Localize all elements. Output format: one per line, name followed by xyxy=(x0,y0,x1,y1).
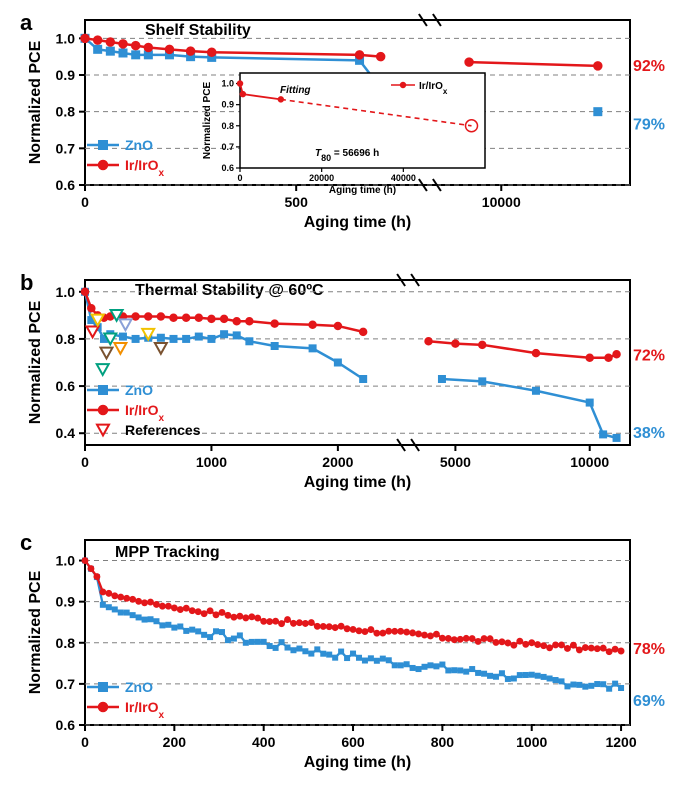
panel-c-legend: ZnO Ir/IrOx xyxy=(87,679,164,721)
legend-iriro: Ir/IrOx xyxy=(125,157,164,179)
xtick: 0 xyxy=(81,734,89,750)
inset-xtick: 40000 xyxy=(391,173,416,183)
panel-c-iriro-final: 78% xyxy=(633,641,665,658)
inset-ytick: 0.9 xyxy=(221,100,234,110)
xtick: 600 xyxy=(341,734,365,750)
panel-c-title: MPP Tracking xyxy=(115,544,220,561)
inset-ylabel: Normalized PCE xyxy=(202,82,213,160)
panel-b-letter: b xyxy=(20,270,33,295)
legend-zno: ZnO xyxy=(125,382,153,398)
ytick: 0.7 xyxy=(56,676,76,692)
ytick: 0.8 xyxy=(56,104,76,120)
legend-iriro: Ir/IrOx xyxy=(125,699,164,721)
ytick: 0.6 xyxy=(56,378,76,394)
ytick: 0.6 xyxy=(56,717,76,733)
panel-b-zno-final: 38% xyxy=(633,425,665,442)
inset-ytick: 1.0 xyxy=(221,79,234,89)
panel-b-legend: ZnO Ir/IrOxReferences xyxy=(87,382,201,438)
ytick: 0.9 xyxy=(56,594,76,610)
panel-c-ylabel: Normalized PCE xyxy=(27,570,44,694)
panel-b-iriro-final: 72% xyxy=(633,347,665,364)
inset-fitting-label: Fitting xyxy=(280,85,311,96)
ytick: 0.8 xyxy=(56,635,76,651)
ytick: 0.4 xyxy=(56,425,76,441)
inset-xtick: 20000 xyxy=(309,173,334,183)
xtick: 0 xyxy=(81,454,89,470)
panel-a-zno-final: 79% xyxy=(633,117,665,134)
ytick: 1.0 xyxy=(56,284,76,300)
xtick: 2000 xyxy=(322,454,353,470)
panel-b-xlabel: Aging time (h) xyxy=(304,474,412,491)
inset-xtick: 0 xyxy=(237,173,242,183)
panel-a-iriro-final: 92% xyxy=(633,58,665,75)
panel-b-ylabel: Normalized PCE xyxy=(27,300,44,424)
ytick: 0.9 xyxy=(56,67,76,83)
ytick: 1.0 xyxy=(56,553,76,569)
legend-refs: References xyxy=(125,422,201,438)
xtick: 800 xyxy=(431,734,455,750)
panel-a-ylabel: Normalized PCE xyxy=(27,40,44,164)
panel-c-zno-final: 69% xyxy=(633,693,665,710)
panel-c-xlabel: Aging time (h) xyxy=(304,754,412,771)
legend-zno: ZnO xyxy=(125,679,153,695)
xtick: 1000 xyxy=(516,734,547,750)
figure-container: { "colors": { "zno": "#2f8fd4", "iriro":… xyxy=(0,0,685,790)
inset-ytick: 0.7 xyxy=(221,142,234,152)
xtick: 200 xyxy=(163,734,187,750)
panel-b-frame xyxy=(85,280,630,445)
inset-ytick: 0.8 xyxy=(221,121,234,131)
panel-a-xlabel: Aging time (h) xyxy=(304,214,412,231)
inset-ytick: 0.6 xyxy=(221,163,234,173)
xtick: 0 xyxy=(81,194,89,210)
xtick: 1200 xyxy=(605,734,636,750)
panel-a-legend: ZnO Ir/IrOx xyxy=(87,137,164,179)
xtick: 400 xyxy=(252,734,276,750)
figure-svg: a Shelf Stability 0.6 0.7 0.8 0.9 1.0 Normalize… xyxy=(0,0,685,790)
legend-zno: ZnO xyxy=(125,137,153,153)
panel-a-title: Shelf Stability xyxy=(145,22,251,39)
inset-xlabel: Aging time (h) xyxy=(329,185,396,196)
xtick: 500 xyxy=(285,194,309,210)
xtick: 1000 xyxy=(196,454,227,470)
ytick: 1.0 xyxy=(56,30,76,46)
xtick: 10000 xyxy=(570,454,609,470)
legend-iriro: Ir/IrOx xyxy=(125,402,164,424)
panel-b-title: Thermal Stability @ 60ºC xyxy=(135,282,324,299)
ytick: 0.7 xyxy=(56,140,76,156)
xtick: 10000 xyxy=(482,194,521,210)
ytick: 0.6 xyxy=(56,177,76,193)
panel-c-letter: c xyxy=(20,530,32,555)
ytick: 0.8 xyxy=(56,331,76,347)
xtick: 5000 xyxy=(440,454,471,470)
panel-a-letter: a xyxy=(20,10,33,35)
